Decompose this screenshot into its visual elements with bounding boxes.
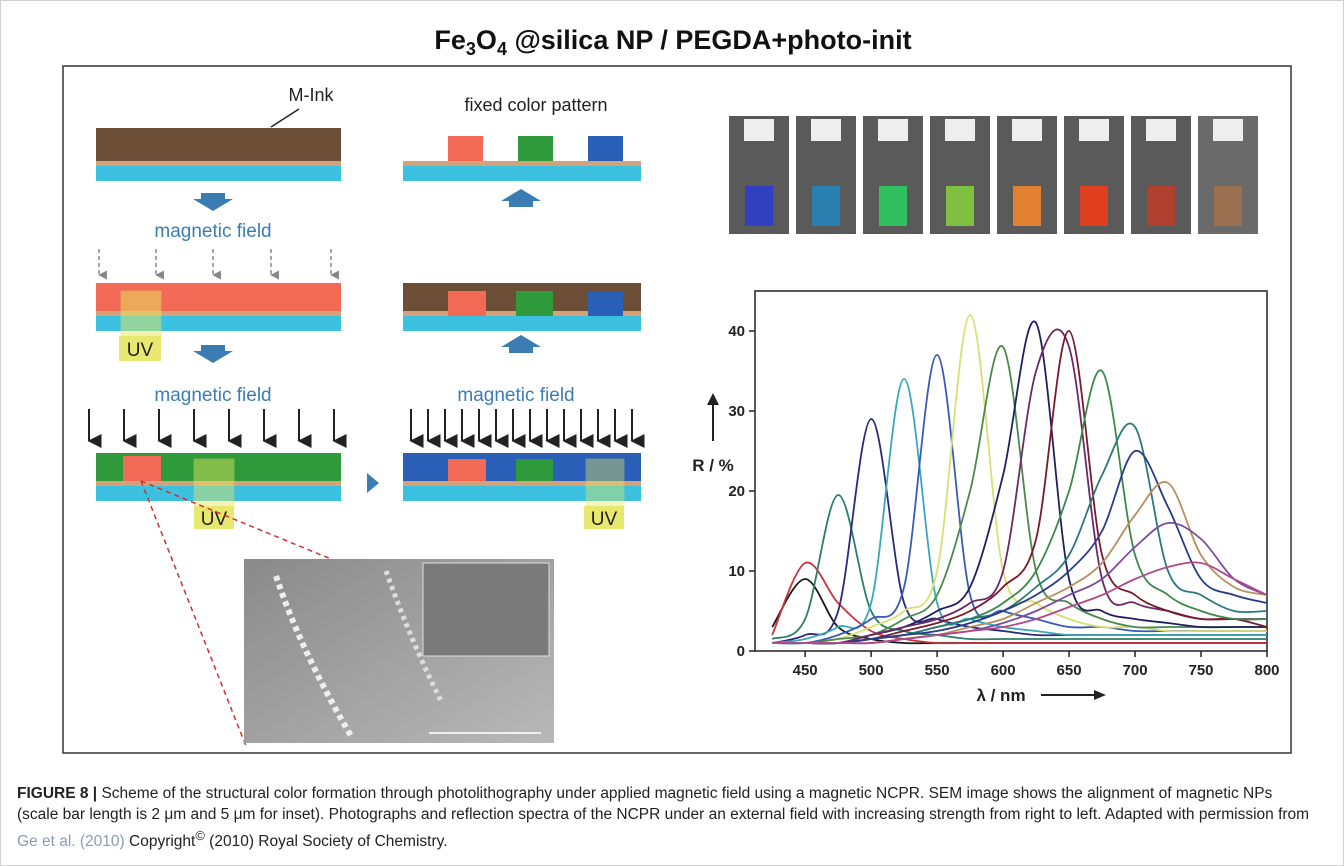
caption-text: Copyright bbox=[124, 833, 196, 851]
spectrum-line bbox=[772, 320, 1267, 645]
caption-text: Scheme of the structural color formation… bbox=[17, 785, 1310, 823]
spectrum-line bbox=[771, 561, 1267, 645]
spectrum-line bbox=[771, 494, 1267, 641]
m-ink-label: M-Ink bbox=[289, 85, 335, 105]
y-tick-label: 40 bbox=[728, 323, 745, 340]
x-axis-label: λ / nm bbox=[976, 686, 1025, 705]
citation-link[interactable]: Ge et al. (2010) bbox=[17, 833, 125, 851]
spectrum-line bbox=[772, 561, 1268, 645]
plot-frame bbox=[754, 290, 1268, 652]
title-part: Fe bbox=[434, 25, 466, 55]
y-tick-label: 20 bbox=[728, 483, 745, 500]
title-sub: 3 bbox=[466, 39, 476, 59]
x-tick-label: 800 bbox=[1254, 662, 1279, 679]
spectra-chart: R / % λ / nm 0 10 20 30 40 450 500 550 600 650 700… bbox=[692, 290, 1280, 705]
y-tick-label: 0 bbox=[737, 643, 745, 660]
y-axis-label: R / % bbox=[692, 456, 734, 475]
figure-title: Fe3O4 @silica NP / PEGDA+photo-init bbox=[434, 25, 911, 59]
fixed-pattern-label: fixed color pattern bbox=[464, 95, 607, 115]
x-tick-label: 700 bbox=[1123, 662, 1148, 679]
field-label: magnetic field bbox=[457, 385, 574, 406]
x-tick-label: 600 bbox=[991, 662, 1016, 679]
figure-frame bbox=[62, 65, 1292, 754]
x-tick-label: 650 bbox=[1057, 662, 1082, 679]
title-part: O bbox=[476, 25, 497, 55]
caption: FIGURE 8 | Scheme of the structural colo… bbox=[17, 783, 1317, 852]
spectrum-line bbox=[772, 314, 1267, 645]
x-tick-label: 450 bbox=[793, 662, 818, 679]
caption-text: (2010) Royal Society of Chemistry. bbox=[204, 833, 448, 851]
spectrum-line bbox=[772, 522, 1268, 645]
y-tick-label: 30 bbox=[728, 403, 745, 420]
figure: Fe3O4 @silica NP / PEGDA+photo-init M-In… bbox=[62, 25, 1292, 754]
vial-photos bbox=[729, 116, 1258, 234]
uv-label: UV bbox=[201, 509, 228, 530]
x-tick-label: 550 bbox=[925, 662, 950, 679]
field-label: magnetic field bbox=[154, 385, 271, 406]
copyright-sign: © bbox=[195, 828, 205, 843]
caption-label: FIGURE 8 | bbox=[17, 785, 98, 802]
uv-label: UV bbox=[591, 509, 618, 530]
x-tick-label: 500 bbox=[859, 662, 884, 679]
spectrum-line bbox=[772, 345, 1267, 645]
title-sub: 4 bbox=[497, 39, 507, 59]
spectrum-line bbox=[772, 450, 1268, 645]
title-part: @silica NP / PEGDA+photo-init bbox=[507, 25, 912, 55]
field-label: magnetic field bbox=[154, 221, 271, 242]
scheme: M-Ink magnetic field UV magnetic field U… bbox=[87, 85, 645, 747]
x-tick-label: 750 bbox=[1189, 662, 1214, 679]
uv-label: UV bbox=[127, 340, 154, 361]
y-tick-label: 10 bbox=[728, 563, 745, 580]
